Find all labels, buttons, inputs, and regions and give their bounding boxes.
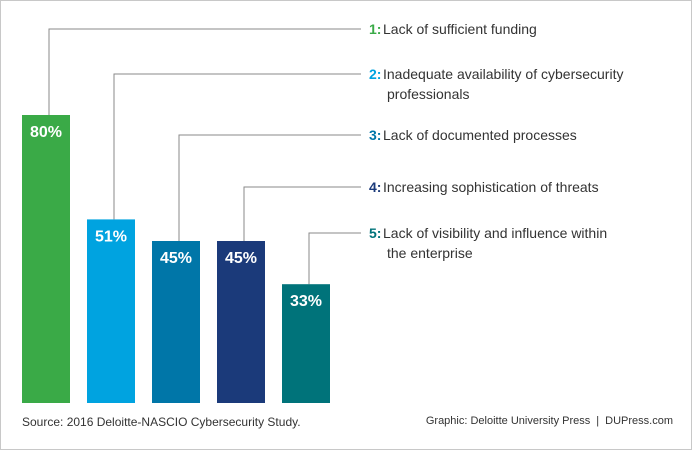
category-label: Lack of sufficient funding bbox=[383, 21, 537, 37]
category-label: Inadequate availability of cybersecurity bbox=[383, 66, 623, 82]
connector-line bbox=[48, 28, 361, 115]
rank-label: 5: bbox=[369, 225, 381, 241]
bar bbox=[217, 241, 265, 403]
category-label: Lack of visibility and influence within bbox=[383, 225, 607, 241]
category-label: the enterprise bbox=[387, 245, 473, 261]
bar-value-label: 80% bbox=[30, 124, 62, 141]
rank-label: 4: bbox=[369, 179, 381, 195]
bar-value-label: 45% bbox=[225, 250, 257, 267]
connector-line bbox=[113, 73, 361, 220]
rank-label: 2: bbox=[369, 66, 381, 82]
bar bbox=[152, 241, 200, 403]
connector-line bbox=[243, 186, 361, 241]
source-note: Source: 2016 Deloitte-NASCIO Cybersecuri… bbox=[22, 415, 301, 429]
rank-label: 1: bbox=[369, 21, 381, 37]
connector-line bbox=[308, 232, 361, 285]
bar bbox=[282, 284, 330, 403]
graphic-credit: Graphic: Deloitte University Press | DUPre… bbox=[426, 415, 673, 427]
rank-label: 3: bbox=[369, 127, 381, 143]
graphic-credit-text: Graphic: Deloitte University Press bbox=[425, 415, 591, 427]
credit-separator: | bbox=[596, 415, 600, 427]
category-label: Increasing sophistication of threats bbox=[383, 179, 599, 195]
bar bbox=[22, 115, 70, 403]
bar bbox=[87, 219, 135, 403]
bar-value-label: 51% bbox=[95, 228, 127, 245]
connector-line bbox=[178, 134, 361, 241]
bar-value-label: 45% bbox=[160, 250, 192, 267]
category-label: professionals bbox=[387, 86, 470, 102]
site-link[interactable]: DUPress.com bbox=[605, 415, 673, 427]
bar-value-label: 33% bbox=[290, 293, 322, 310]
category-label: Lack of documented processes bbox=[383, 127, 577, 143]
